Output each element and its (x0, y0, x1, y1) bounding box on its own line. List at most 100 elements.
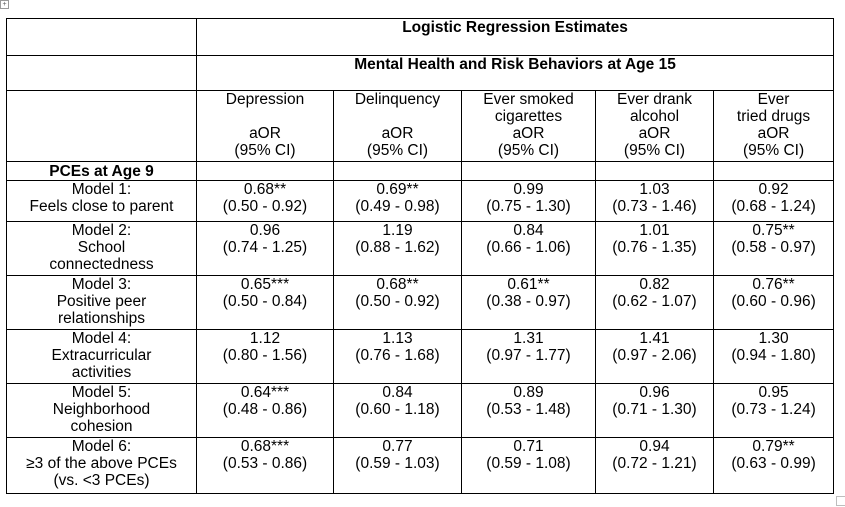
column-header-row: Depression aOR (95% CI) Delinquency aOR … (6, 90, 835, 163)
column-ci: (95% CI) (497, 142, 560, 160)
row-label: Model 2: School connectedness (6, 220, 197, 276)
table-row: Model 4: Extracurricular activities 1.12… (6, 328, 835, 385)
estimate-cell: 0.96 (0.74 - 1.25) (196, 220, 334, 276)
ci-value: (0.97 - 1.77) (486, 346, 571, 364)
table-row: Model 3: Positive peer relationships 0.6… (6, 274, 835, 330)
aor-value: 0.99 (513, 181, 544, 199)
ci-value: (0.38 - 0.97) (486, 292, 571, 310)
aor-value: 0.82 (639, 275, 670, 293)
aor-value: 1.01 (639, 221, 670, 239)
row-label-line: cohesion (70, 418, 133, 436)
ci-value: (0.50 - 0.92) (355, 292, 440, 310)
estimate-cell: 0.84 (0.66 - 1.06) (461, 220, 596, 276)
aor-value: 0.68*** (240, 438, 290, 456)
ci-value: (0.48 - 0.86) (222, 401, 308, 419)
column-label-line2: alcohol (629, 108, 680, 126)
empty-corner-cell (6, 90, 197, 163)
row-label-line: Feels close to parent (29, 198, 174, 216)
row-label-line: Model 5: (71, 384, 132, 402)
title-row: Logistic Regression Estimates (6, 18, 835, 56)
ci-value: (0.50 - 0.84) (222, 292, 308, 310)
estimate-cell: 0.68** (0.50 - 0.92) (333, 274, 462, 330)
row-label-line: Model 4: (71, 329, 132, 347)
empty-cell (595, 161, 714, 182)
ci-value: (0.97 - 2.06) (612, 346, 697, 364)
estimate-cell: 0.76** (0.60 - 0.96) (712, 274, 835, 330)
estimate-cell: 0.79** (0.63 - 0.99) (712, 437, 835, 494)
ci-value: (0.53 - 1.48) (486, 401, 571, 419)
row-label-line: School (77, 238, 126, 256)
column-header-depression: Depression aOR (95% CI) (196, 90, 334, 163)
ci-value: (0.63 - 0.99) (731, 455, 816, 473)
aor-value: 0.64*** (240, 384, 290, 402)
ci-value: (0.88 - 1.62) (355, 238, 440, 256)
ci-value: (0.76 - 1.35) (612, 238, 697, 256)
aor-value: 0.84 (382, 384, 413, 402)
aor-value: 0.79** (752, 438, 795, 456)
row-label-line: Model 3: (71, 275, 132, 293)
ci-value: (0.73 - 1.46) (612, 198, 697, 216)
column-label: Ever drank (617, 91, 692, 109)
aor-value: 0.77 (382, 438, 413, 456)
aor-value: 1.31 (513, 329, 544, 347)
aor-value: 1.12 (249, 329, 281, 347)
ci-value: (0.66 - 1.06) (486, 238, 571, 256)
aor-value: 0.94 (639, 438, 670, 456)
table-resize-handle[interactable] (836, 496, 845, 506)
aor-value: 0.95 (758, 384, 789, 402)
column-stat: aOR (512, 125, 545, 143)
aor-value: 0.96 (639, 384, 670, 402)
estimate-cell: 1.13 (0.76 - 1.68) (333, 328, 462, 385)
estimate-cell: 0.96 (0.71 - 1.30) (595, 383, 714, 439)
estimate-cell: 0.71 (0.59 - 1.08) (461, 437, 596, 494)
aor-value: 0.75** (752, 221, 795, 239)
table-row: Model 5: Neighborhood cohesion 0.64*** (0… (6, 383, 835, 439)
estimate-cell: 1.31 (0.97 - 1.77) (461, 328, 596, 385)
empty-cell (712, 161, 835, 182)
ci-value: (0.58 - 0.97) (731, 238, 816, 256)
aor-value: 0.84 (513, 221, 544, 239)
estimate-cell: 0.65*** (0.50 - 0.84) (196, 274, 334, 330)
empty-cell (196, 161, 334, 182)
table-row: Model 2: School connectedness 0.96 (0.74 … (6, 220, 835, 276)
ci-value: (0.73 - 1.24) (731, 401, 816, 419)
empty-corner-cell (6, 54, 197, 92)
ci-value: (0.62 - 1.07) (612, 292, 697, 310)
row-label: Model 6: ≥3 of the above PCEs (vs. <3 PC… (6, 437, 197, 494)
ci-value: (0.50 - 0.92) (222, 198, 308, 216)
column-ci: (95% CI) (623, 142, 686, 160)
aor-value: 0.61** (507, 275, 550, 293)
table-move-handle-icon[interactable]: + (0, 0, 9, 9)
column-stat: aOR (381, 125, 414, 143)
column-label: Ever (757, 91, 790, 109)
section-label: PCEs at Age 9 (6, 161, 197, 182)
column-header-delinquency: Delinquency aOR (95% CI) (333, 90, 462, 163)
ci-value: (0.80 - 1.56) (222, 346, 308, 364)
ci-value: (0.71 - 1.30) (612, 401, 697, 419)
row-label-line: Neighborhood (52, 401, 151, 419)
aor-value: 1.30 (758, 329, 789, 347)
column-stat: aOR (638, 125, 671, 143)
ci-value: (0.53 - 0.86) (222, 455, 308, 473)
column-label-line2 (199, 108, 331, 125)
ci-value: (0.76 - 1.68) (355, 346, 440, 364)
row-label-line: activities (71, 363, 132, 381)
ci-value: (0.75 - 1.30) (486, 198, 571, 216)
estimate-cell: 1.30 (0.94 - 1.80) (712, 328, 835, 385)
estimate-cell: 0.68*** (0.53 - 0.86) (196, 437, 334, 494)
regression-table: Logistic Regression Estimates Mental Hea… (6, 18, 835, 494)
subtitle-row: Mental Health and Risk Behaviors at Age … (6, 54, 835, 92)
table-subtitle: Mental Health and Risk Behaviors at Age … (195, 54, 835, 92)
row-label-line: Model 1: (71, 181, 132, 199)
ci-value: (0.74 - 1.25) (222, 238, 308, 256)
estimate-cell: 1.03 (0.73 - 1.46) (595, 180, 714, 222)
estimate-cell: 0.68** (0.50 - 0.92) (196, 180, 334, 222)
estimate-cell: 0.69** (0.49 - 0.98) (333, 180, 462, 222)
ci-value: (0.59 - 1.08) (486, 455, 571, 473)
row-label-line: Extracurricular (51, 346, 152, 364)
row-label-line: (vs. <3 PCEs) (53, 472, 150, 490)
section-header-row: PCEs at Age 9 (6, 161, 835, 182)
aor-value: 0.69** (376, 181, 419, 199)
row-label-line: Model 2: (71, 221, 132, 239)
row-label-line: connectedness (49, 255, 154, 273)
